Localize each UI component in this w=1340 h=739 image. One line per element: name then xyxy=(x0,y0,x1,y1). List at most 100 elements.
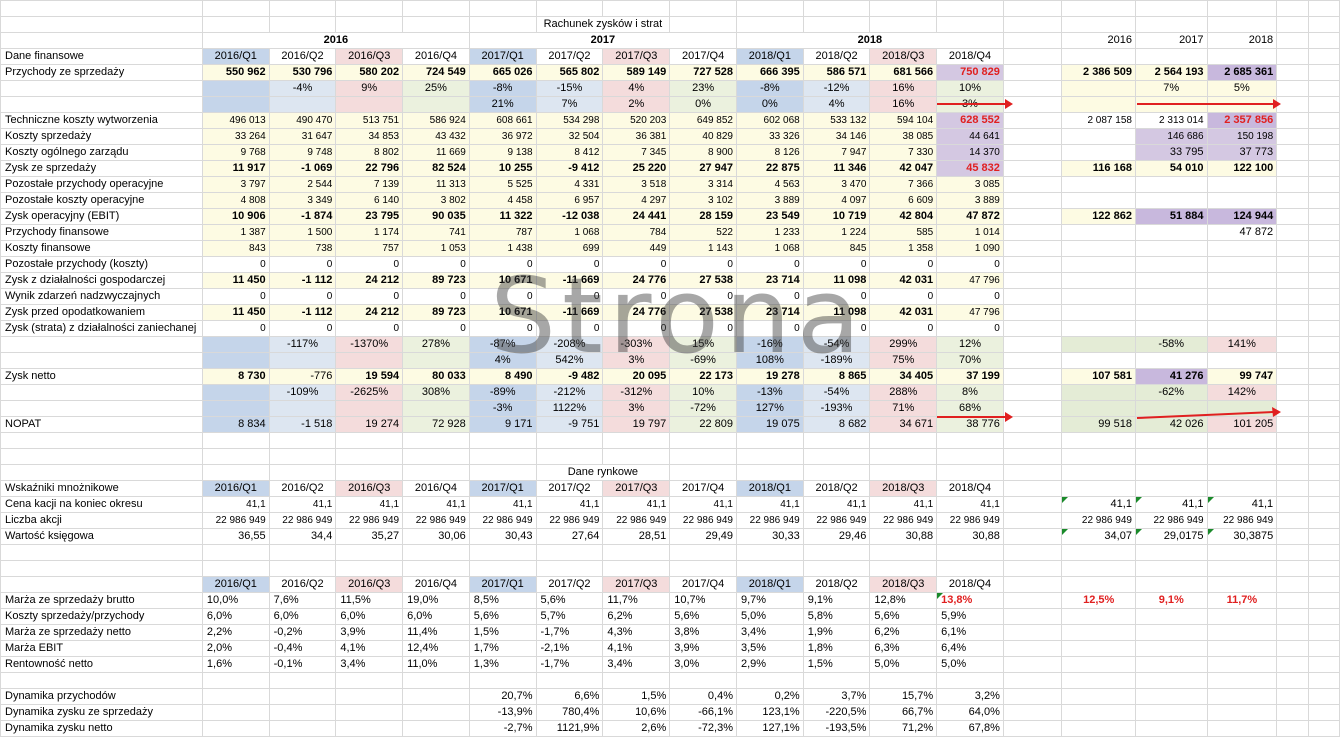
row-label-cell[interactable]: Zysk netto xyxy=(0,368,203,385)
cell[interactable]: 649 852 xyxy=(669,112,737,129)
empty-cell[interactable] xyxy=(735,432,804,449)
cell[interactable]: 11 313 xyxy=(402,176,470,193)
cell[interactable]: 5,6% xyxy=(869,608,938,625)
cell[interactable]: -303% xyxy=(602,336,671,353)
empty-cell[interactable] xyxy=(1206,704,1278,721)
empty-cell[interactable] xyxy=(1276,704,1309,721)
cell[interactable]: 21% xyxy=(468,96,537,113)
cell[interactable]: 0 xyxy=(468,320,537,337)
cell[interactable]: 25 220 xyxy=(602,160,671,177)
empty-cell[interactable] xyxy=(669,464,737,481)
cell[interactable]: 30,43 xyxy=(468,528,537,545)
empty-cell[interactable] xyxy=(335,432,404,449)
cell[interactable]: 80 033 xyxy=(402,368,470,385)
cell[interactable]: 11,7% xyxy=(1206,592,1278,609)
empty-cell[interactable] xyxy=(1276,288,1309,305)
empty-cell[interactable] xyxy=(1134,544,1208,561)
cell[interactable]: -12 038 xyxy=(535,208,604,225)
row-label-cell[interactable]: Marża ze sprzedaży brutto xyxy=(0,592,203,609)
cell[interactable]: 41,1 xyxy=(936,496,1004,513)
empty-cell[interactable] xyxy=(1206,672,1278,689)
empty-cell[interactable] xyxy=(1276,688,1309,705)
empty-cell[interactable] xyxy=(1307,704,1340,721)
cell[interactable]: 23 795 xyxy=(335,208,404,225)
empty-cell[interactable] xyxy=(1206,432,1278,449)
cell[interactable]: 7 366 xyxy=(869,176,938,193)
cell[interactable]: -776 xyxy=(268,368,337,385)
cell[interactable]: -89% xyxy=(468,384,537,401)
cell[interactable]: 1 438 xyxy=(468,240,537,257)
empty-cell[interactable] xyxy=(1061,16,1136,33)
row-label-cell[interactable]: NOPAT xyxy=(0,416,203,433)
cell[interactable] xyxy=(335,400,404,417)
cell[interactable] xyxy=(335,96,404,113)
cell[interactable]: 8 126 xyxy=(735,144,804,161)
cell[interactable]: -212% xyxy=(535,384,604,401)
empty-cell[interactable] xyxy=(268,544,337,561)
cell[interactable]: 0 xyxy=(869,320,938,337)
empty-cell[interactable] xyxy=(1002,320,1063,337)
cell[interactable] xyxy=(268,352,337,369)
cell[interactable]: -12% xyxy=(802,80,871,97)
cell[interactable]: 20 095 xyxy=(602,368,671,385)
empty-cell[interactable] xyxy=(869,464,938,481)
empty-cell[interactable] xyxy=(1061,688,1136,705)
empty-cell[interactable] xyxy=(1002,448,1063,465)
cell[interactable] xyxy=(1002,400,1063,417)
cell[interactable]: 3 889 xyxy=(735,192,804,209)
cell[interactable]: 0% xyxy=(735,96,804,113)
cell[interactable]: 496 013 xyxy=(201,112,270,129)
row-label-cell[interactable] xyxy=(0,32,203,49)
cell[interactable]: 1 068 xyxy=(535,224,604,241)
empty-cell[interactable] xyxy=(1061,704,1136,721)
cell[interactable]: 787 xyxy=(468,224,537,241)
empty-cell[interactable] xyxy=(1061,432,1136,449)
empty-cell[interactable] xyxy=(1307,0,1340,17)
cell[interactable]: -11 669 xyxy=(535,304,604,321)
empty-cell[interactable] xyxy=(735,0,804,17)
empty-cell[interactable] xyxy=(735,448,804,465)
cell[interactable]: 27 538 xyxy=(669,272,737,289)
empty-cell[interactable] xyxy=(268,672,337,689)
empty-cell[interactable] xyxy=(1307,64,1340,81)
row-label-cell[interactable]: Koszty finansowe xyxy=(0,240,203,257)
cell[interactable]: 2017 xyxy=(468,32,737,49)
empty-cell[interactable] xyxy=(1276,656,1309,673)
cell[interactable]: 24 776 xyxy=(602,272,671,289)
cell[interactable]: 42 031 xyxy=(869,272,938,289)
cell[interactable]: -1 874 xyxy=(268,208,337,225)
row-label-cell[interactable]: Dane finansowe xyxy=(0,48,203,65)
cell[interactable]: 19 278 xyxy=(735,368,804,385)
cell[interactable]: 0 xyxy=(936,288,1004,305)
cell[interactable]: 6,2% xyxy=(869,624,938,641)
cell[interactable]: 0 xyxy=(535,320,604,337)
cell[interactable]: 1 358 xyxy=(869,240,938,257)
empty-cell[interactable] xyxy=(201,432,270,449)
empty-cell[interactable] xyxy=(1206,720,1278,737)
empty-cell[interactable] xyxy=(201,560,270,577)
cell[interactable] xyxy=(268,720,337,737)
cell[interactable]: 4% xyxy=(602,80,671,97)
empty-cell[interactable] xyxy=(1061,656,1136,673)
cell[interactable] xyxy=(201,80,270,97)
cell[interactable]: 36,55 xyxy=(201,528,270,545)
empty-cell[interactable] xyxy=(1276,640,1309,657)
empty-cell[interactable] xyxy=(1206,464,1278,481)
cell[interactable]: 6,6% xyxy=(535,688,604,705)
cell[interactable]: 2016/Q4 xyxy=(402,48,470,65)
cell[interactable]: -66,1% xyxy=(669,704,737,721)
row-label-cell[interactable]: Wartość księgowa xyxy=(0,528,203,545)
empty-cell[interactable] xyxy=(1002,544,1063,561)
cell[interactable]: 5,6% xyxy=(468,608,537,625)
empty-cell[interactable] xyxy=(1206,288,1278,305)
cell[interactable]: 11 450 xyxy=(201,304,270,321)
cell[interactable]: 72 928 xyxy=(402,416,470,433)
empty-cell[interactable] xyxy=(402,560,470,577)
cell[interactable]: -62% xyxy=(1134,384,1208,401)
cell[interactable]: 6,1% xyxy=(936,624,1004,641)
cell[interactable]: -3% xyxy=(468,400,537,417)
cell[interactable] xyxy=(1134,400,1208,417)
empty-cell[interactable] xyxy=(1206,480,1278,497)
cell[interactable]: 64,0% xyxy=(936,704,1004,721)
empty-cell[interactable] xyxy=(1061,720,1136,737)
